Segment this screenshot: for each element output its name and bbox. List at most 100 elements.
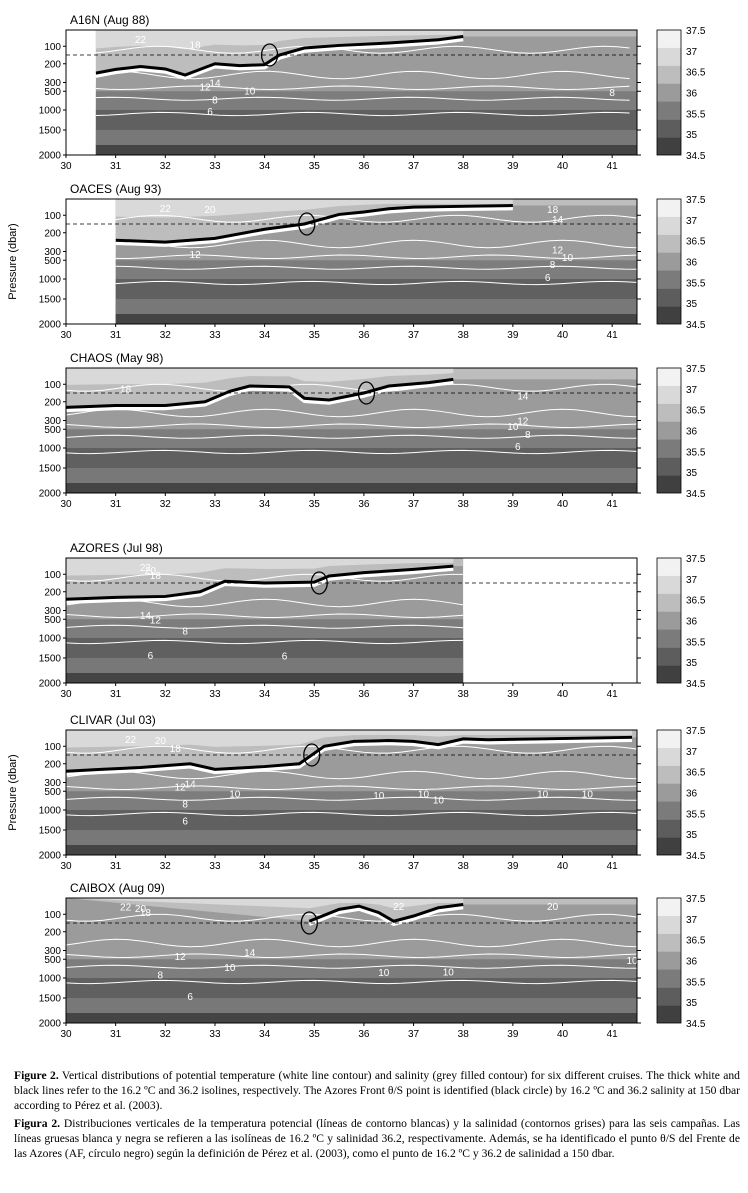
x-tick-label: 38 [458, 161, 470, 172]
colorbar-tick-label: 35.5 [686, 278, 706, 289]
colorbar-tick-label: 36 [686, 89, 698, 100]
isotherm-label: 10 [433, 796, 445, 807]
isotherm-label: 10 [244, 86, 256, 97]
x-tick-label: 36 [358, 499, 370, 510]
x-tick-label: 40 [557, 330, 569, 341]
isotherm-line [66, 953, 637, 958]
x-tick-label: 33 [209, 1029, 221, 1040]
y-tick-label: 1500 [39, 654, 62, 665]
panel-title: OACES (Aug 93) [70, 182, 161, 196]
x-tick-label: 37 [408, 1029, 420, 1040]
isotherm-label: 12 [150, 615, 162, 626]
panel-title: A16N (Aug 88) [70, 13, 149, 27]
colorbar-tick-label: 37 [686, 47, 698, 58]
y-tick-label: 500 [44, 256, 61, 267]
isotherm-label: 20 [135, 904, 147, 915]
salinity-field [95, 30, 637, 155]
y-axis-label: Pressure (dbar) [7, 223, 19, 299]
plot-frame [65, 198, 638, 325]
colorbar-segment [657, 593, 681, 612]
colorbar-tick-label: 36.5 [686, 596, 706, 607]
isotherm-label: 8 [182, 799, 188, 810]
colorbar-segment [657, 83, 681, 102]
salinity-surface-layer [95, 30, 464, 50]
caption-spanish-label: Figura 2. [14, 1116, 61, 1130]
y-tick-label: 300 [44, 247, 61, 258]
y-tick-label: 1000 [39, 444, 62, 455]
salinity-deep-band [66, 1013, 637, 1023]
isotherm-label: 8 [182, 627, 188, 638]
x-tick-label: 34 [259, 499, 271, 510]
x-tick-label: 31 [110, 689, 122, 700]
isotherm-line [115, 280, 638, 286]
salinity-surface-layer [66, 368, 454, 385]
isotherm-label: 10 [507, 422, 519, 433]
isotherm-label: 6 [187, 992, 193, 1003]
x-tick-label: 36 [358, 861, 370, 872]
colorbar-frame [656, 198, 682, 325]
y-tick-label: 1000 [39, 806, 62, 817]
isotherm-label: 22 [125, 735, 137, 746]
isotherm-label: 8 [550, 260, 556, 271]
isotherm-label: 10 [537, 790, 549, 801]
y-tick-label: 500 [44, 955, 61, 966]
plot-frame [65, 367, 638, 494]
isotherm-label: 20 [204, 205, 216, 216]
colorbar-tick-label: 37 [686, 915, 698, 926]
isotherm-label: 8 [609, 88, 615, 99]
isotherm-label: 10 [373, 791, 385, 802]
y-tick-label: 200 [44, 228, 61, 239]
x-tick-label: 38 [458, 330, 470, 341]
x-tick-label: 33 [209, 861, 221, 872]
colorbar-frame [656, 897, 682, 1024]
colorbar-segment [657, 216, 681, 235]
y-tick-label: 100 [44, 570, 61, 581]
isotherm-line [95, 111, 630, 117]
x-tick-label: 40 [557, 689, 569, 700]
x-tick-label: 37 [408, 499, 420, 510]
x-tick-label: 41 [607, 161, 619, 172]
x-tick-label: 40 [557, 499, 569, 510]
x-tick-label: 32 [160, 161, 172, 172]
af-point-circle [303, 743, 321, 767]
y-tick-label: 500 [44, 87, 61, 98]
y-tick-label: 200 [44, 59, 61, 70]
isotherm-line [66, 811, 637, 817]
x-tick-label: 35 [309, 861, 321, 872]
isotherm-label: 6 [207, 107, 213, 118]
colorbar-segment [657, 119, 681, 138]
colorbar-tick-label: 37.5 [686, 894, 706, 905]
colorbar-tick-label: 34.5 [686, 679, 706, 690]
isotherm-label: 6 [282, 652, 288, 663]
colorbar-segment [657, 288, 681, 307]
y-tick-label: 300 [44, 78, 61, 89]
isotherm-label: 22 [160, 204, 172, 215]
colorbar-tick-label: 34.5 [686, 489, 706, 500]
salinity-surface-layer [66, 558, 454, 576]
x-tick-label: 30 [60, 161, 72, 172]
isotherm-label: 20 [547, 902, 559, 913]
colorbar-tick-label: 36 [686, 957, 698, 968]
x-tick-label: 30 [60, 499, 72, 510]
salinity-field [66, 368, 637, 493]
plot-frame [65, 29, 638, 156]
colorbar-segment [657, 558, 681, 576]
x-tick-label: 32 [160, 1029, 172, 1040]
isotherm-16-2-line [66, 738, 633, 776]
colorbar-tick-label: 34.5 [686, 151, 706, 162]
y-tick-label: 1500 [39, 826, 62, 837]
colorbar-frame [656, 29, 682, 156]
salinity-36-2-line [66, 377, 454, 409]
isotherm-label: 10 [443, 967, 455, 978]
y-tick-label: 2000 [39, 489, 62, 500]
isotherm-line [115, 265, 638, 270]
colorbar-frame [656, 729, 682, 856]
isotherm-label: 12 [552, 246, 564, 257]
panel-title: CLIVAR (Jul 03) [70, 713, 156, 727]
x-tick-label: 35 [309, 689, 321, 700]
x-tick-label: 36 [358, 161, 370, 172]
isotherm-16-2-line [66, 380, 454, 413]
isotherm-line [95, 45, 630, 54]
x-tick-label: 39 [507, 161, 519, 172]
panel-title: AZORES (Jul 98) [70, 541, 163, 555]
